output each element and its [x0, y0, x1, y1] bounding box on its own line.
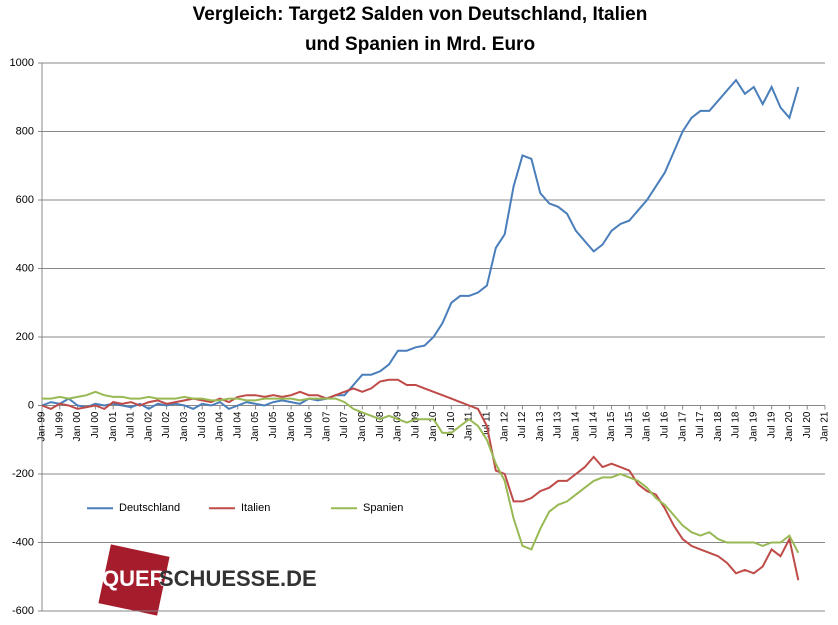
chart-title: und Spanien in Mrd. Euro — [305, 34, 535, 55]
series-line — [42, 390, 800, 554]
x-tick-label: Jan 01 — [108, 411, 119, 441]
chart-title: Vergleich: Target2 Salden von Deutschlan… — [193, 4, 648, 25]
y-tick-label: 800 — [16, 125, 34, 137]
x-tick-label: Jul 14 — [588, 411, 599, 438]
x-tick-label: Jan 02 — [143, 411, 154, 441]
x-tick-label: Jan 13 — [535, 411, 546, 441]
x-tick-label: Jan 20 — [784, 411, 795, 441]
x-tick-label: Jan 04 — [215, 411, 226, 441]
x-tick-label: Jan 15 — [606, 411, 617, 441]
x-tick-label: Jan 19 — [748, 411, 759, 441]
x-tick-label: Jul 18 — [731, 411, 742, 438]
logo-text: SCHUESSE.DE — [159, 566, 317, 591]
x-tick-label: Jul 04 — [232, 411, 243, 438]
x-tick-label: Jul 17 — [695, 411, 706, 438]
x-tick-label: Jan 00 — [72, 411, 83, 441]
x-tick-label: Jan 14 — [571, 411, 582, 441]
x-tick-label: Jul 08 — [375, 411, 386, 438]
x-tick-label: Jul 19 — [766, 411, 777, 438]
legend-label: Italien — [241, 502, 270, 514]
x-tick-label: Jul 20 — [802, 411, 813, 438]
x-tick-label: Jan 07 — [321, 411, 332, 441]
x-tick-label: Jul 00 — [90, 411, 101, 438]
x-tick-label: Jul 07 — [339, 411, 350, 438]
x-tick-label: Jul 15 — [624, 411, 635, 438]
x-tick-label: Jan 11 — [464, 411, 475, 441]
watermark: QUER SCHUESSE.DE — [98, 544, 317, 616]
x-tick-label: Jul 05 — [268, 411, 279, 438]
y-tick-label: 1000 — [10, 57, 34, 69]
y-tick-label: -600 — [12, 605, 34, 617]
x-tick-label: Jan 10 — [428, 411, 439, 441]
x-tick-label: Jul 10 — [446, 411, 457, 438]
y-tick-label: 400 — [16, 262, 34, 274]
x-tick-label: Jan 05 — [250, 411, 261, 441]
y-tick-label: 200 — [16, 331, 34, 343]
x-tick-label: Jul 02 — [161, 411, 172, 438]
x-tick-label: Jan 16 — [642, 411, 653, 441]
logo-square — [98, 544, 170, 616]
x-tick-label: Jan 09 — [393, 411, 404, 441]
x-tick-label: Jan 03 — [179, 411, 190, 441]
x-tick-label: Jan 12 — [499, 411, 510, 441]
x-tick-label: Jul 12 — [517, 411, 528, 438]
y-tick-label: -200 — [12, 468, 34, 480]
x-tick-label: Jul 06 — [304, 411, 315, 438]
logo-text: QUER — [102, 566, 166, 591]
x-tick-label: Jul 16 — [659, 411, 670, 438]
y-tick-label: 0 — [28, 399, 34, 411]
x-tick-label: Jul 01 — [126, 411, 137, 438]
y-tick-label: -400 — [12, 536, 34, 548]
x-tick-label: Jan 06 — [286, 411, 297, 441]
x-tick-label: Jul 99 — [54, 411, 65, 438]
legend: Deutschland Italien Spanien — [87, 502, 403, 514]
x-tick-label: Jan 18 — [713, 411, 724, 441]
x-tick-label: Jan 17 — [677, 411, 688, 441]
series-line — [41, 378, 800, 581]
x-tick-label: Jan 21 — [820, 411, 831, 441]
y-tick-label: 600 — [16, 194, 34, 206]
legend-label: Deutschland — [119, 502, 180, 514]
x-tick-label: Jul 13 — [553, 411, 564, 438]
x-tick-label: Jul 03 — [197, 411, 208, 438]
x-tick-label: Jan 08 — [357, 411, 368, 441]
series-line — [41, 78, 800, 411]
x-tick-label: Jan 99 — [37, 411, 48, 441]
x-tick-label: Jul 09 — [410, 411, 421, 438]
legend-label: Spanien — [363, 502, 403, 514]
